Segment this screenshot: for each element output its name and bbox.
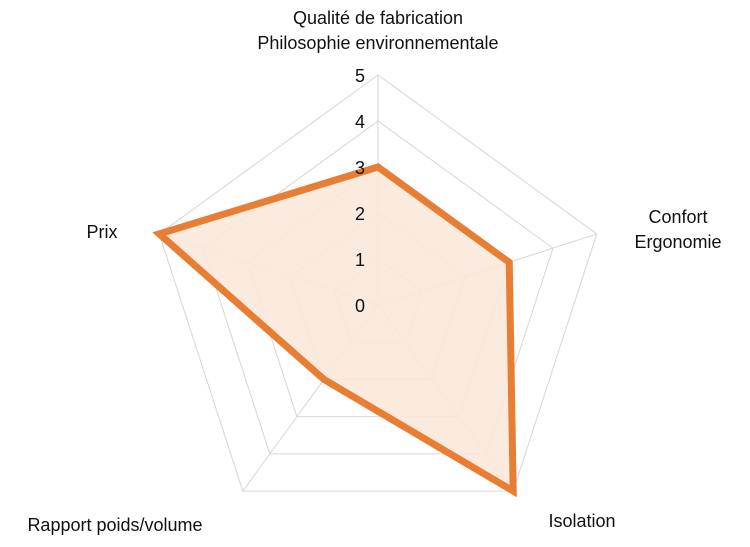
grid-ring-5 (158, 74, 598, 492)
axis-label-3: Rapport poids/volume (27, 515, 202, 535)
axis-label-1-line-0: Confort (648, 207, 707, 227)
series-point-3 (323, 378, 325, 380)
axis-label-3-line-0: Rapport poids/volume (27, 515, 202, 535)
series-area-0 (159, 167, 514, 492)
tick-label-3: 3 (355, 158, 365, 178)
series-point-1 (508, 261, 510, 263)
axis-label-1-line-1: Ergonomie (634, 232, 721, 252)
tick-label-2: 2 (355, 204, 365, 224)
axis-labels: Qualité de fabrication Philosophie enviro… (27, 8, 721, 535)
axis-label-0-line-1: Philosophie environnementale (257, 33, 498, 53)
tick-label-0: 0 (355, 296, 365, 316)
axis-label-2: Isolation (548, 511, 615, 531)
series-point-0 (377, 166, 379, 168)
series-point-2 (512, 490, 514, 492)
radial-tick-labels: 0 1 2 3 4 5 (355, 66, 365, 316)
tick-label-5: 5 (355, 66, 365, 86)
axis-label-4-line-0: Prix (87, 222, 118, 242)
axis-label-1: Confort Ergonomie (634, 207, 721, 252)
axis-label-4: Prix (87, 222, 118, 242)
axis-label-0: Qualité de fabrication Philosophie enviro… (257, 8, 498, 53)
radar-series (152, 163, 517, 498)
axis-label-2-line-0: Isolation (548, 511, 615, 531)
series-point-4 (158, 233, 160, 235)
tick-label-4: 4 (355, 112, 365, 132)
axis-label-0-line-0: Qualité de fabrication (293, 8, 463, 28)
series-line-0 (152, 163, 517, 498)
tick-label-1: 1 (355, 250, 365, 270)
